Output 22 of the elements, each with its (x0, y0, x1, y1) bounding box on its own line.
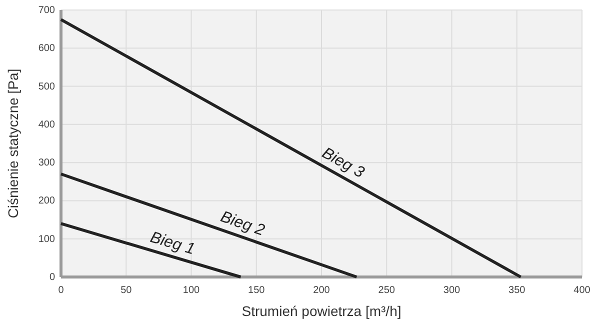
y-tick-label: 500 (38, 81, 56, 92)
x-tick-label: 400 (574, 285, 591, 296)
y-axis-title: Ciśnienie statyczne [Pa] (5, 68, 21, 218)
x-tick-label: 250 (378, 285, 396, 296)
x-tick-label: 350 (508, 285, 526, 296)
y-tick-label: 100 (38, 234, 56, 245)
y-tick-label: 400 (38, 119, 56, 130)
y-tick-label: 700 (38, 5, 56, 16)
x-tick-label: 100 (182, 285, 200, 296)
x-tick-label: 200 (313, 285, 330, 296)
x-axis-title: Strumień powietrza [m³/h] (242, 303, 402, 319)
y-tick-label: 300 (38, 158, 56, 169)
text: Bieg 2 (218, 208, 267, 240)
x-tick-label: 150 (248, 285, 266, 296)
text: Bieg 1 (148, 229, 197, 258)
text: Bieg 3 (319, 144, 368, 182)
y-tick-label: 0 (49, 272, 56, 283)
y-tick-label: 600 (38, 43, 56, 54)
x-tick-label: 0 (58, 285, 64, 296)
x-tick-label: 300 (443, 285, 461, 296)
x-tick-label: 50 (120, 285, 132, 296)
y-tick-label: 200 (38, 196, 56, 207)
